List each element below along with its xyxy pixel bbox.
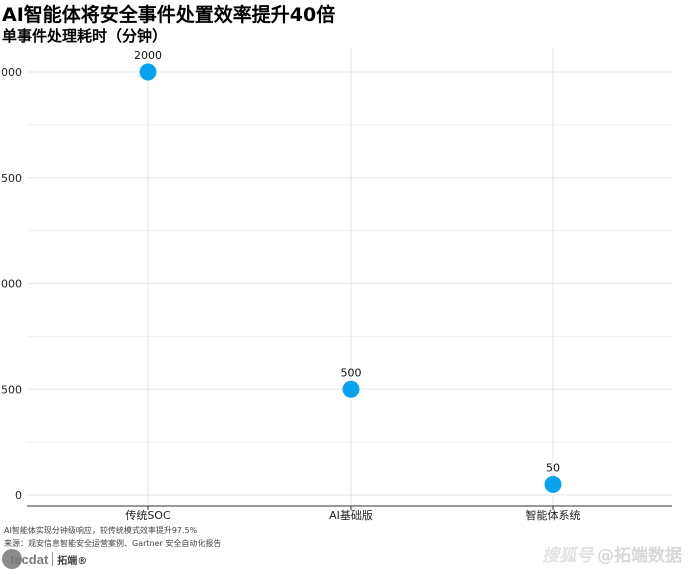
chart-source: 来源：观安信息智能安全运营案例、Gartner 安全自动化报告	[4, 539, 222, 548]
chart-caption: AI智能体实现分钟级响应，较传统模式效率提升97.5%	[4, 526, 198, 535]
axis-layer: 0 500 1000 1500 2000 传统SOC AI基础版 智能体系统	[0, 66, 672, 522]
chart-subtitle: 单事件处理耗时（分钟）	[2, 27, 168, 45]
watermark-handle: @拓端数据	[597, 546, 682, 566]
y-tick-label: 0	[15, 489, 22, 502]
grid-layer	[27, 48, 672, 506]
logo-cn-text: 拓端®	[57, 555, 88, 567]
data-point	[342, 380, 360, 398]
y-tick-label: 2000	[0, 66, 22, 79]
y-tick-label: 1500	[0, 172, 22, 185]
logo-text: tecdat	[10, 551, 49, 567]
data-point	[544, 475, 562, 493]
data-label: 500	[341, 366, 362, 379]
watermark: 搜狐号 @拓端数据	[542, 541, 682, 566]
y-tick-label: 1000	[0, 278, 22, 291]
chart-title: AI智能体将安全事件处置效率提升40倍	[2, 4, 336, 26]
logo-divider	[52, 552, 54, 566]
tecdat-logo: tecdat 拓端®	[2, 548, 87, 570]
data-label: 50	[546, 461, 560, 474]
logo-mark-icon	[2, 549, 22, 569]
data-label: 2000	[134, 49, 162, 62]
x-tick-label: 智能体系统	[526, 508, 581, 522]
y-tick-label: 500	[1, 383, 22, 396]
data-point	[139, 63, 157, 81]
x-tick-label: AI基础版	[329, 508, 373, 522]
x-tick-label: 传统SOC	[125, 509, 171, 522]
watermark-platform: 搜狐号	[542, 546, 593, 566]
mark-layer: 2000 500 50	[134, 49, 562, 493]
